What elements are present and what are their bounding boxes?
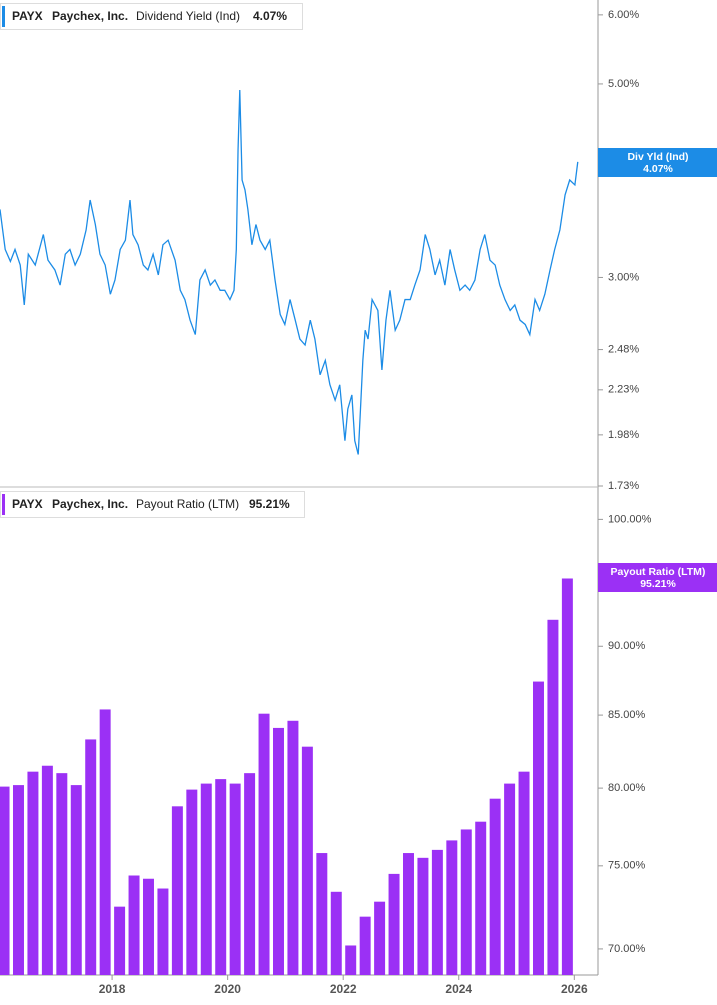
bar: [330, 891, 342, 975]
bar: [446, 840, 458, 975]
bar: [489, 798, 501, 975]
ticker: PAYX: [12, 9, 43, 23]
bar: [301, 746, 313, 975]
x-tick-label: 2026: [561, 982, 588, 996]
bar: [56, 773, 68, 975]
legend-bottom: PAYX Paychex, Inc. Payout Ratio (LTM) 95…: [0, 491, 305, 518]
bar: [518, 771, 530, 975]
bar: [229, 783, 241, 975]
y-tick-label: 5.00%: [608, 78, 639, 90]
bar: [157, 888, 169, 975]
y-tick-label: 2.48%: [608, 343, 639, 355]
legend-top: PAYX Paychex, Inc. Dividend Yield (Ind) …: [0, 3, 303, 30]
bar: [475, 821, 487, 975]
x-tick-label: 2022: [330, 982, 357, 996]
badge-bottom: Payout Ratio (LTM) 95.21%: [598, 563, 717, 592]
company: Paychex, Inc.: [52, 9, 128, 23]
bar: [171, 806, 183, 975]
y-tick-label: 6.00%: [608, 9, 639, 21]
bar: [85, 739, 97, 975]
company: Paychex, Inc.: [52, 497, 128, 511]
y-tick-label: 2.23%: [608, 384, 639, 396]
bar: [359, 916, 371, 975]
bar: [504, 783, 516, 975]
bar: [143, 878, 154, 975]
plot-layer: 1.73%1.98%2.23%2.48%3.00%4.00%5.00%6.00%…: [0, 9, 652, 996]
bar: [403, 853, 414, 975]
y-tick-label: 3.00%: [608, 271, 639, 283]
y-tick-label: 100.00%: [608, 513, 652, 525]
y-tick-label: 90.00%: [608, 640, 646, 652]
bar: [417, 857, 429, 975]
badge-box: [598, 148, 717, 177]
legend-swatch: [2, 494, 5, 515]
bar: [186, 789, 198, 975]
bar: [374, 901, 386, 975]
y-tick-label: 80.00%: [608, 782, 646, 794]
badge-title: Payout Ratio (LTM): [611, 566, 706, 578]
bar: [244, 773, 256, 975]
legend-box: [0, 3, 303, 30]
y-tick-label: 75.00%: [608, 860, 646, 872]
bar: [388, 873, 400, 975]
x-tick-label: 2024: [445, 982, 472, 996]
y-tick-label: 85.00%: [608, 709, 646, 721]
y-tick-label: 70.00%: [608, 943, 646, 955]
bar: [99, 709, 111, 975]
badge-value: 4.07%: [643, 163, 673, 175]
bar: [128, 875, 140, 975]
bar: [273, 727, 284, 975]
badge-box: [598, 563, 717, 592]
bar: [215, 779, 227, 975]
bar: [460, 829, 472, 975]
x-tick-label: 2018: [99, 982, 126, 996]
bar: [258, 713, 270, 975]
bar: [200, 783, 212, 975]
bar: [345, 945, 357, 975]
badge-top: Div Yld (Ind) 4.07%: [598, 148, 717, 177]
bar: [316, 853, 328, 975]
last-value: 4.07%: [253, 9, 287, 23]
bar: [431, 849, 443, 975]
legend-swatch: [2, 6, 5, 27]
y-tick-label: 1.98%: [608, 429, 639, 441]
bar: [27, 771, 39, 975]
legend-box: [0, 491, 305, 518]
bar: [561, 578, 573, 975]
bar: [547, 619, 559, 975]
line-series: [0, 90, 579, 455]
bar: [13, 785, 24, 975]
badge-title: Div Yld (Ind): [627, 151, 688, 163]
y-tick-label: 1.73%: [608, 480, 639, 492]
series-name: Payout Ratio (LTM): [136, 497, 239, 511]
ticker: PAYX: [12, 497, 43, 511]
bar: [0, 786, 10, 975]
bar: [70, 785, 82, 975]
last-value: 95.21%: [249, 497, 290, 511]
bar: [114, 906, 126, 975]
bar: [533, 681, 544, 975]
bar: [41, 765, 53, 975]
series-name: Dividend Yield (Ind): [136, 9, 240, 23]
bar: [287, 720, 299, 975]
x-tick-label: 2020: [214, 982, 241, 996]
badge-value: 95.21%: [640, 578, 676, 590]
